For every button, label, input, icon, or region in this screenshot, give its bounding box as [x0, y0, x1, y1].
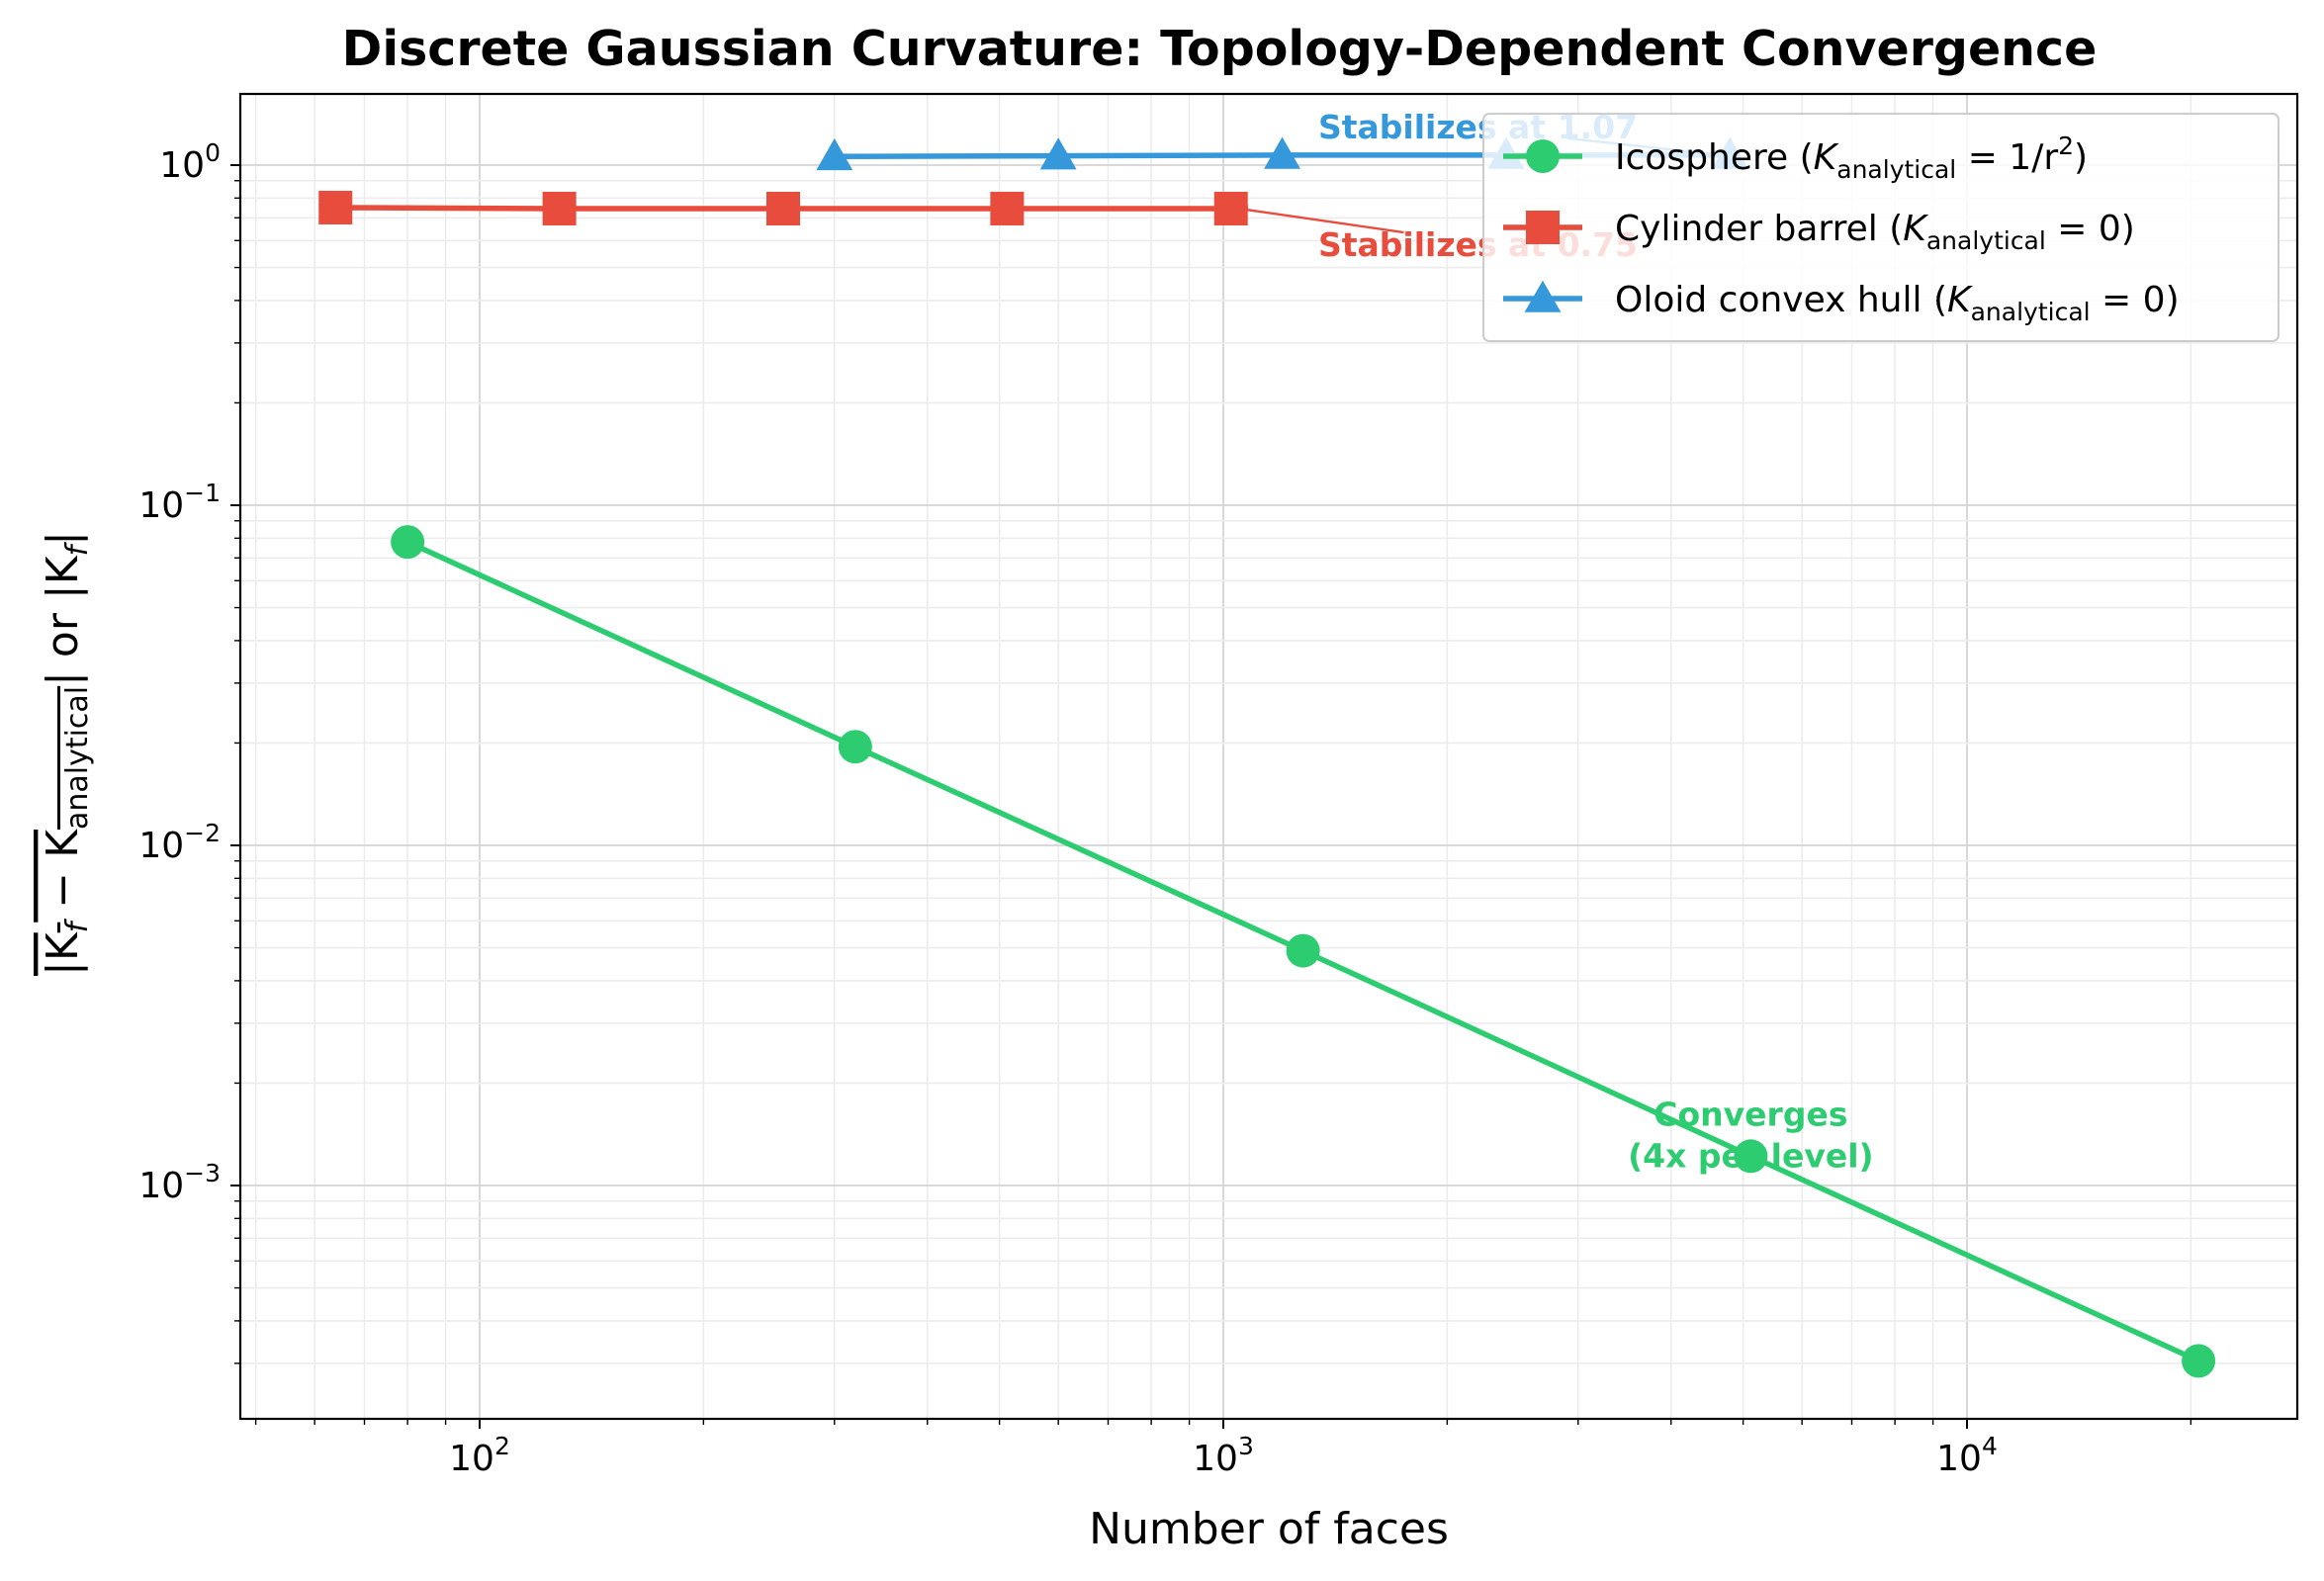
- y-axis-label: |Kf − Kanalytical| or |Kf|: [38, 531, 95, 976]
- y-tick-label: 10−1: [138, 479, 221, 526]
- x-axis-label: Number of faces: [1089, 1504, 1449, 1554]
- legend-item: Icosphere (Kanalytical = 1/r2): [1503, 132, 2088, 184]
- legend-label: Icosphere (Kanalytical = 1/r2): [1615, 132, 2088, 184]
- data-point: [391, 525, 425, 560]
- data-point: [1039, 137, 1077, 170]
- annotation-label: Converges (4x per level): [1628, 1095, 1874, 1175]
- x-tick-label: 103: [1193, 1432, 1254, 1479]
- y-tick-label: 10−3: [138, 1159, 221, 1206]
- x-tick-label: 104: [1936, 1432, 1998, 1479]
- data-point: [765, 191, 800, 225]
- x-tick-label: 102: [449, 1432, 510, 1479]
- data-point: [1286, 933, 1320, 968]
- series-cylinder-barrel: [318, 190, 1248, 225]
- data-point: [816, 137, 853, 171]
- legend-item: Oloid convex hull (Kanalytical = 0): [1503, 280, 2180, 326]
- data-point: [990, 191, 1025, 225]
- plot-area-frame: [238, 92, 2299, 1421]
- series-icosphere: [391, 525, 2216, 1378]
- y-tick-label: 100: [159, 138, 221, 186]
- data-point: [838, 730, 872, 764]
- legend-marker: [1526, 211, 1560, 244]
- data-point: [1264, 136, 1300, 169]
- data-point: [542, 191, 577, 225]
- legend: Icosphere (Kanalytical = 1/r2) Cylinder b…: [1482, 113, 2279, 342]
- annotation-arrow: [1237, 205, 1404, 234]
- legend-marker: [1524, 280, 1562, 312]
- legend-marker: [1526, 139, 1560, 173]
- legend-label: Oloid convex hull (Kanalytical = 0): [1615, 280, 2180, 326]
- y-tick-label: 10−2: [138, 819, 221, 866]
- legend-box: [1482, 113, 2279, 342]
- data-point: [318, 190, 353, 224]
- data-point: [2182, 1344, 2216, 1378]
- data-point: [1734, 1139, 1768, 1174]
- legend-label: Cylinder barrel (Kanalytical = 0): [1615, 209, 2135, 255]
- legend-item: Cylinder barrel (Kanalytical = 0): [1503, 209, 2135, 255]
- axis-ticks: 102 103 104 10−3 10−2 10−1 100: [138, 138, 2192, 1479]
- chart-title: Discrete Gaussian Curvature: Topology-De…: [342, 21, 2098, 77]
- grid-lines: [240, 94, 2297, 1419]
